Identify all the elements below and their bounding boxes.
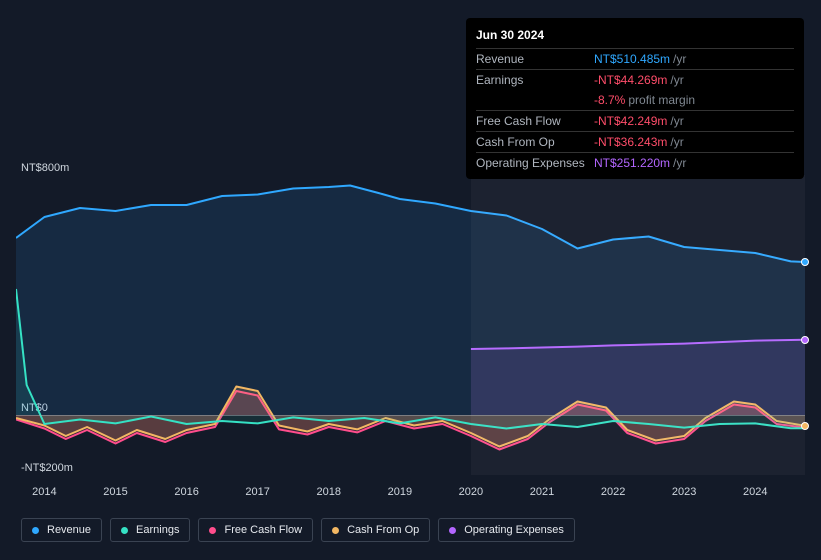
x-axis-label: 2018 [317, 486, 341, 498]
legend-item[interactable]: Cash From Op [321, 518, 430, 542]
tooltip-label: Earnings [476, 73, 594, 87]
y-axis-label: NT$800m [21, 162, 69, 174]
legend-dot [449, 527, 456, 534]
tooltip-suffix: /yr [670, 114, 683, 128]
legend-label: Earnings [136, 524, 179, 536]
x-axis-labels: 2014 2015 2016 2017 2018 2019 2020 2021 2022 2023… [0, 486, 821, 500]
tooltip-row: Earnings-NT$44.269m/yr [476, 69, 794, 90]
x-axis-label: 2022 [601, 486, 625, 498]
series-end-dot [801, 422, 809, 430]
tooltip-label: Cash From Op [476, 135, 594, 149]
legend-item[interactable]: Earnings [110, 518, 190, 542]
tooltip-row: Operating ExpensesNT$251.220m/yr [476, 152, 794, 173]
tooltip-value: NT$251.220m [594, 156, 670, 170]
tooltip-suffix: /yr [673, 156, 686, 170]
x-axis-label: 2019 [388, 486, 412, 498]
tooltip-panel: Jun 30 2024 RevenueNT$510.485m/yrEarning… [466, 18, 804, 179]
legend-item[interactable]: Revenue [21, 518, 102, 542]
legend-item[interactable]: Free Cash Flow [198, 518, 313, 542]
chart-legend: Revenue Earnings Free Cash Flow Cash From O… [21, 518, 575, 542]
series-end-dot [801, 336, 809, 344]
legend-dot [209, 527, 216, 534]
x-axis-label: 2024 [743, 486, 767, 498]
tooltip-value: NT$510.485m [594, 52, 670, 66]
legend-label: Cash From Op [347, 524, 419, 536]
tooltip-value: -NT$44.269m [594, 73, 667, 87]
tooltip-label: Free Cash Flow [476, 114, 594, 128]
legend-item[interactable]: Operating Expenses [438, 518, 575, 542]
legend-label: Revenue [47, 524, 91, 536]
x-axis-label: 2015 [103, 486, 127, 498]
tooltip-value: -NT$36.243m [594, 135, 667, 149]
forecast-band [471, 175, 805, 475]
tooltip-suffix: /yr [673, 52, 686, 66]
legend-label: Operating Expenses [464, 524, 564, 536]
tooltip-row: Free Cash Flow-NT$42.249m/yr [476, 110, 794, 131]
tooltip-date: Jun 30 2024 [476, 24, 794, 48]
tooltip-suffix: /yr [670, 135, 683, 149]
tooltip-suffix: /yr [670, 73, 683, 87]
tooltip-label: Revenue [476, 52, 594, 66]
x-axis-label: 2023 [672, 486, 696, 498]
tooltip-label: Operating Expenses [476, 156, 594, 170]
legend-dot [121, 527, 128, 534]
tooltip-row: Cash From Op-NT$36.243m/yr [476, 131, 794, 152]
tooltip-sub-suffix: profit margin [628, 93, 695, 107]
x-axis-label: 2021 [530, 486, 554, 498]
series-end-dot [801, 258, 809, 266]
x-axis-label: 2016 [174, 486, 198, 498]
legend-dot [332, 527, 339, 534]
x-axis-label: 2020 [459, 486, 483, 498]
legend-dot [32, 527, 39, 534]
tooltip-row: RevenueNT$510.485m/yr [476, 48, 794, 69]
tooltip-subrow: -8.7%profit margin [476, 90, 794, 110]
x-axis-label: 2017 [245, 486, 269, 498]
x-axis-label: 2014 [32, 486, 56, 498]
tooltip-value: -NT$42.249m [594, 114, 667, 128]
tooltip-sub-value: -8.7% [594, 93, 625, 107]
legend-label: Free Cash Flow [224, 524, 302, 536]
